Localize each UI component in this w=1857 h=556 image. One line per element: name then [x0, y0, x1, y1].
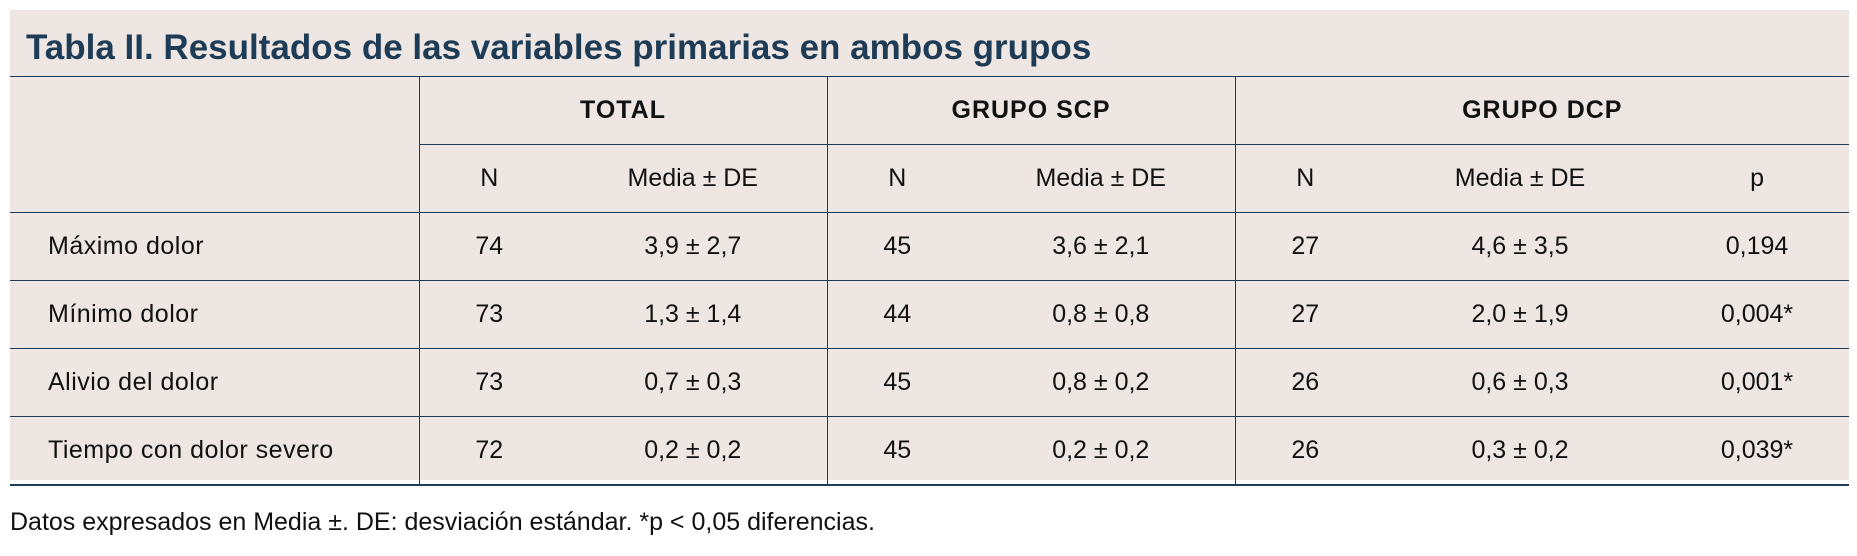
header-group-row: TOTAL GRUPO SCP GRUPO DCP: [10, 76, 1850, 145]
header-empty-cell: [10, 144, 419, 213]
table-panel: Tabla II. Resultados de las variables pr…: [10, 10, 1850, 486]
cell-p: 0,004*: [1665, 280, 1850, 349]
header-group-scp: GRUPO SCP: [826, 76, 1236, 145]
header-group-total: TOTAL: [418, 76, 828, 145]
cell-n-scp: 45: [826, 212, 968, 281]
row-label: Mínimo dolor: [10, 280, 419, 349]
cell-mean-total: 3,9 ± 2,7: [559, 212, 828, 281]
subheader-n-scp: N: [826, 144, 968, 213]
cell-n-total: 74: [418, 212, 559, 281]
header-empty-cell: [10, 76, 419, 145]
table-row: Alivio del dolor 73 0,7 ± 0,3 45 0,8 ± 0…: [10, 348, 1850, 417]
subheader-n-total: N: [418, 144, 559, 213]
cell-n-scp: 45: [826, 348, 968, 417]
header-group-dcp: GRUPO DCP: [1234, 76, 1850, 145]
table-row: Mínimo dolor 73 1,3 ± 1,4 44 0,8 ± 0,8 2…: [10, 280, 1850, 349]
cell-mean-scp: 0,8 ± 0,8: [967, 280, 1236, 349]
cell-n-scp: 44: [826, 280, 968, 349]
subheader-n-dcp: N: [1234, 144, 1376, 213]
subheader-mean-total: Media ± DE: [559, 144, 828, 213]
cell-mean-total: 0,2 ± 0,2: [559, 416, 828, 486]
cell-p: 0,039*: [1665, 416, 1850, 486]
cell-n-total: 72: [418, 416, 559, 486]
subheader-mean-dcp: Media ± DE: [1375, 144, 1666, 213]
cell-mean-dcp: 0,3 ± 0,2: [1375, 416, 1666, 486]
results-table: TOTAL GRUPO SCP GRUPO DCP N Media ± DE N…: [10, 76, 1850, 486]
cell-n-dcp: 27: [1234, 280, 1376, 349]
row-label: Alivio del dolor: [10, 348, 419, 417]
cell-n-total: 73: [418, 348, 559, 417]
cell-n-dcp: 26: [1234, 416, 1376, 486]
cell-n-dcp: 26: [1234, 348, 1376, 417]
cell-n-dcp: 27: [1234, 212, 1376, 281]
cell-mean-total: 1,3 ± 1,4: [559, 280, 828, 349]
cell-mean-dcp: 4,6 ± 3,5: [1375, 212, 1666, 281]
header-subcolumn-row: N Media ± DE N Media ± DE N Media ± DE p: [10, 144, 1850, 213]
cell-n-total: 73: [418, 280, 559, 349]
table-row: Tiempo con dolor severo 72 0,2 ± 0,2 45 …: [10, 416, 1850, 486]
cell-mean-dcp: 0,6 ± 0,3: [1375, 348, 1666, 417]
row-label: Tiempo con dolor severo: [10, 416, 419, 486]
cell-mean-scp: 0,8 ± 0,2: [967, 348, 1236, 417]
cell-mean-total: 0,7 ± 0,3: [559, 348, 828, 417]
table-footnote: Datos expresados en Media ±. DE: desviac…: [10, 508, 875, 536]
cell-mean-scp: 0,2 ± 0,2: [967, 416, 1236, 486]
cell-p: 0,194: [1665, 212, 1850, 281]
cell-n-scp: 45: [826, 416, 968, 486]
subheader-p: p: [1665, 144, 1850, 213]
table-title: Tabla II. Resultados de las variables pr…: [26, 28, 1092, 67]
row-label: Máximo dolor: [10, 212, 419, 281]
cell-mean-scp: 3,6 ± 2,1: [967, 212, 1236, 281]
table-row: Máximo dolor 74 3,9 ± 2,7 45 3,6 ± 2,1 2…: [10, 212, 1850, 281]
cell-p: 0,001*: [1665, 348, 1850, 417]
cell-mean-dcp: 2,0 ± 1,9: [1375, 280, 1666, 349]
subheader-mean-scp: Media ± DE: [967, 144, 1236, 213]
